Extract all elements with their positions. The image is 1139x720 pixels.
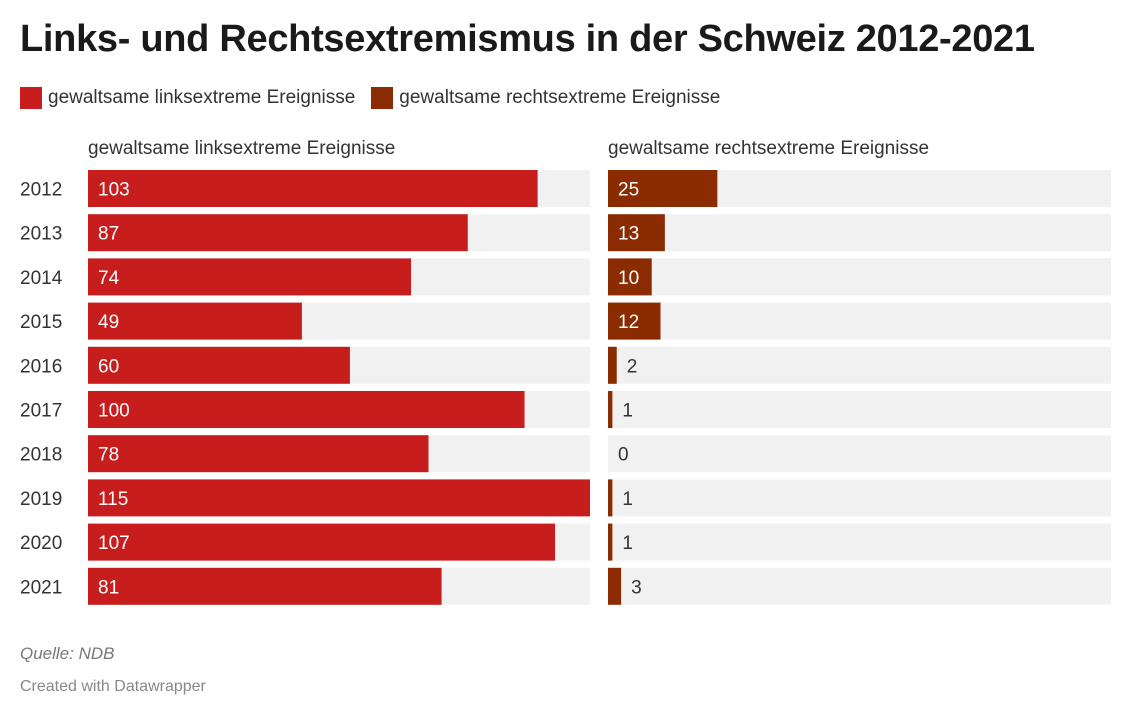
year-label: 2014 [20, 268, 63, 289]
bar-background [608, 435, 1111, 473]
bar-value-label: 13 [618, 224, 639, 245]
bar-background [608, 567, 1111, 605]
year-label: 2019 [20, 489, 62, 510]
bar-value-label: 1 [622, 533, 633, 554]
bar-background [608, 302, 1111, 340]
bar-value-label: 74 [98, 268, 120, 289]
bar [608, 170, 718, 207]
bar [608, 479, 613, 517]
bar [88, 346, 350, 384]
bar [88, 258, 412, 296]
bar [608, 567, 622, 605]
bar [608, 523, 613, 561]
bar-value-label: 2 [627, 356, 638, 377]
year-label: 2017 [20, 401, 62, 422]
bar [608, 302, 661, 340]
bar [608, 346, 617, 384]
year-label: 2015 [20, 312, 62, 333]
bar [88, 214, 468, 252]
bar [88, 435, 429, 473]
bar-value-label: 0 [618, 445, 629, 466]
panel-label-right: gewaltsame rechtsextreme Ereignisse [608, 138, 930, 159]
bar-value-label: 25 [618, 180, 639, 201]
bar [88, 391, 525, 428]
bar [608, 258, 652, 296]
year-label: 2016 [20, 356, 62, 377]
bar [88, 302, 302, 340]
bar-background [608, 258, 1111, 296]
bar-background [608, 479, 1111, 517]
legend-item-right: gewaltsame rechtsextreme Ereignisse [371, 87, 720, 109]
bar-value-label: 10 [618, 268, 639, 289]
bar-value-label: 60 [98, 356, 119, 377]
bar-value-label: 78 [98, 445, 119, 466]
legend-swatch-left [20, 87, 42, 109]
chart-title: Links- und Rechtsextremismus in der Schw… [20, 18, 1035, 60]
source-note: Quelle: NDB [20, 644, 115, 663]
legend-label-left: gewaltsame linksextreme Ereignisse [48, 87, 356, 108]
year-label: 2018 [20, 445, 62, 466]
bar [88, 479, 590, 517]
bar-value-label: 100 [98, 401, 130, 422]
legend-swatch-right [371, 87, 394, 109]
year-label: 2020 [20, 533, 62, 554]
bar-background [608, 391, 1111, 428]
legend-item-left: gewaltsame linksextreme Ereignisse [20, 87, 355, 109]
legend: gewaltsame linksextreme Ereignisse gewal… [20, 84, 736, 112]
panel-label-left: gewaltsame linksextreme Ereignisse [88, 138, 396, 159]
bar-value-label: 1 [622, 401, 633, 422]
bar-value-label: 81 [98, 577, 119, 598]
bar-value-label: 49 [98, 312, 119, 333]
year-label: 2021 [20, 577, 62, 598]
bar [608, 391, 613, 428]
bar-value-label: 115 [98, 489, 128, 510]
year-label: 2013 [20, 224, 62, 245]
credit-note: Created with Datawrapper [20, 678, 206, 695]
bar [608, 214, 665, 252]
bar-background [608, 523, 1111, 561]
bar-background [608, 214, 1111, 252]
bar-value-label: 87 [98, 224, 119, 245]
year-label: 2012 [20, 180, 62, 201]
bar [88, 170, 538, 207]
bar [88, 567, 442, 605]
bar-background [608, 346, 1111, 384]
bar-value-label: 107 [98, 533, 130, 554]
bar-value-label: 3 [631, 577, 642, 598]
bar-value-label: 103 [98, 180, 130, 201]
bar [88, 523, 556, 561]
legend-label-right: gewaltsame rechtsextreme Ereignisse [399, 87, 721, 108]
bar-value-label: 1 [622, 489, 633, 510]
bar-value-label: 12 [618, 312, 639, 333]
